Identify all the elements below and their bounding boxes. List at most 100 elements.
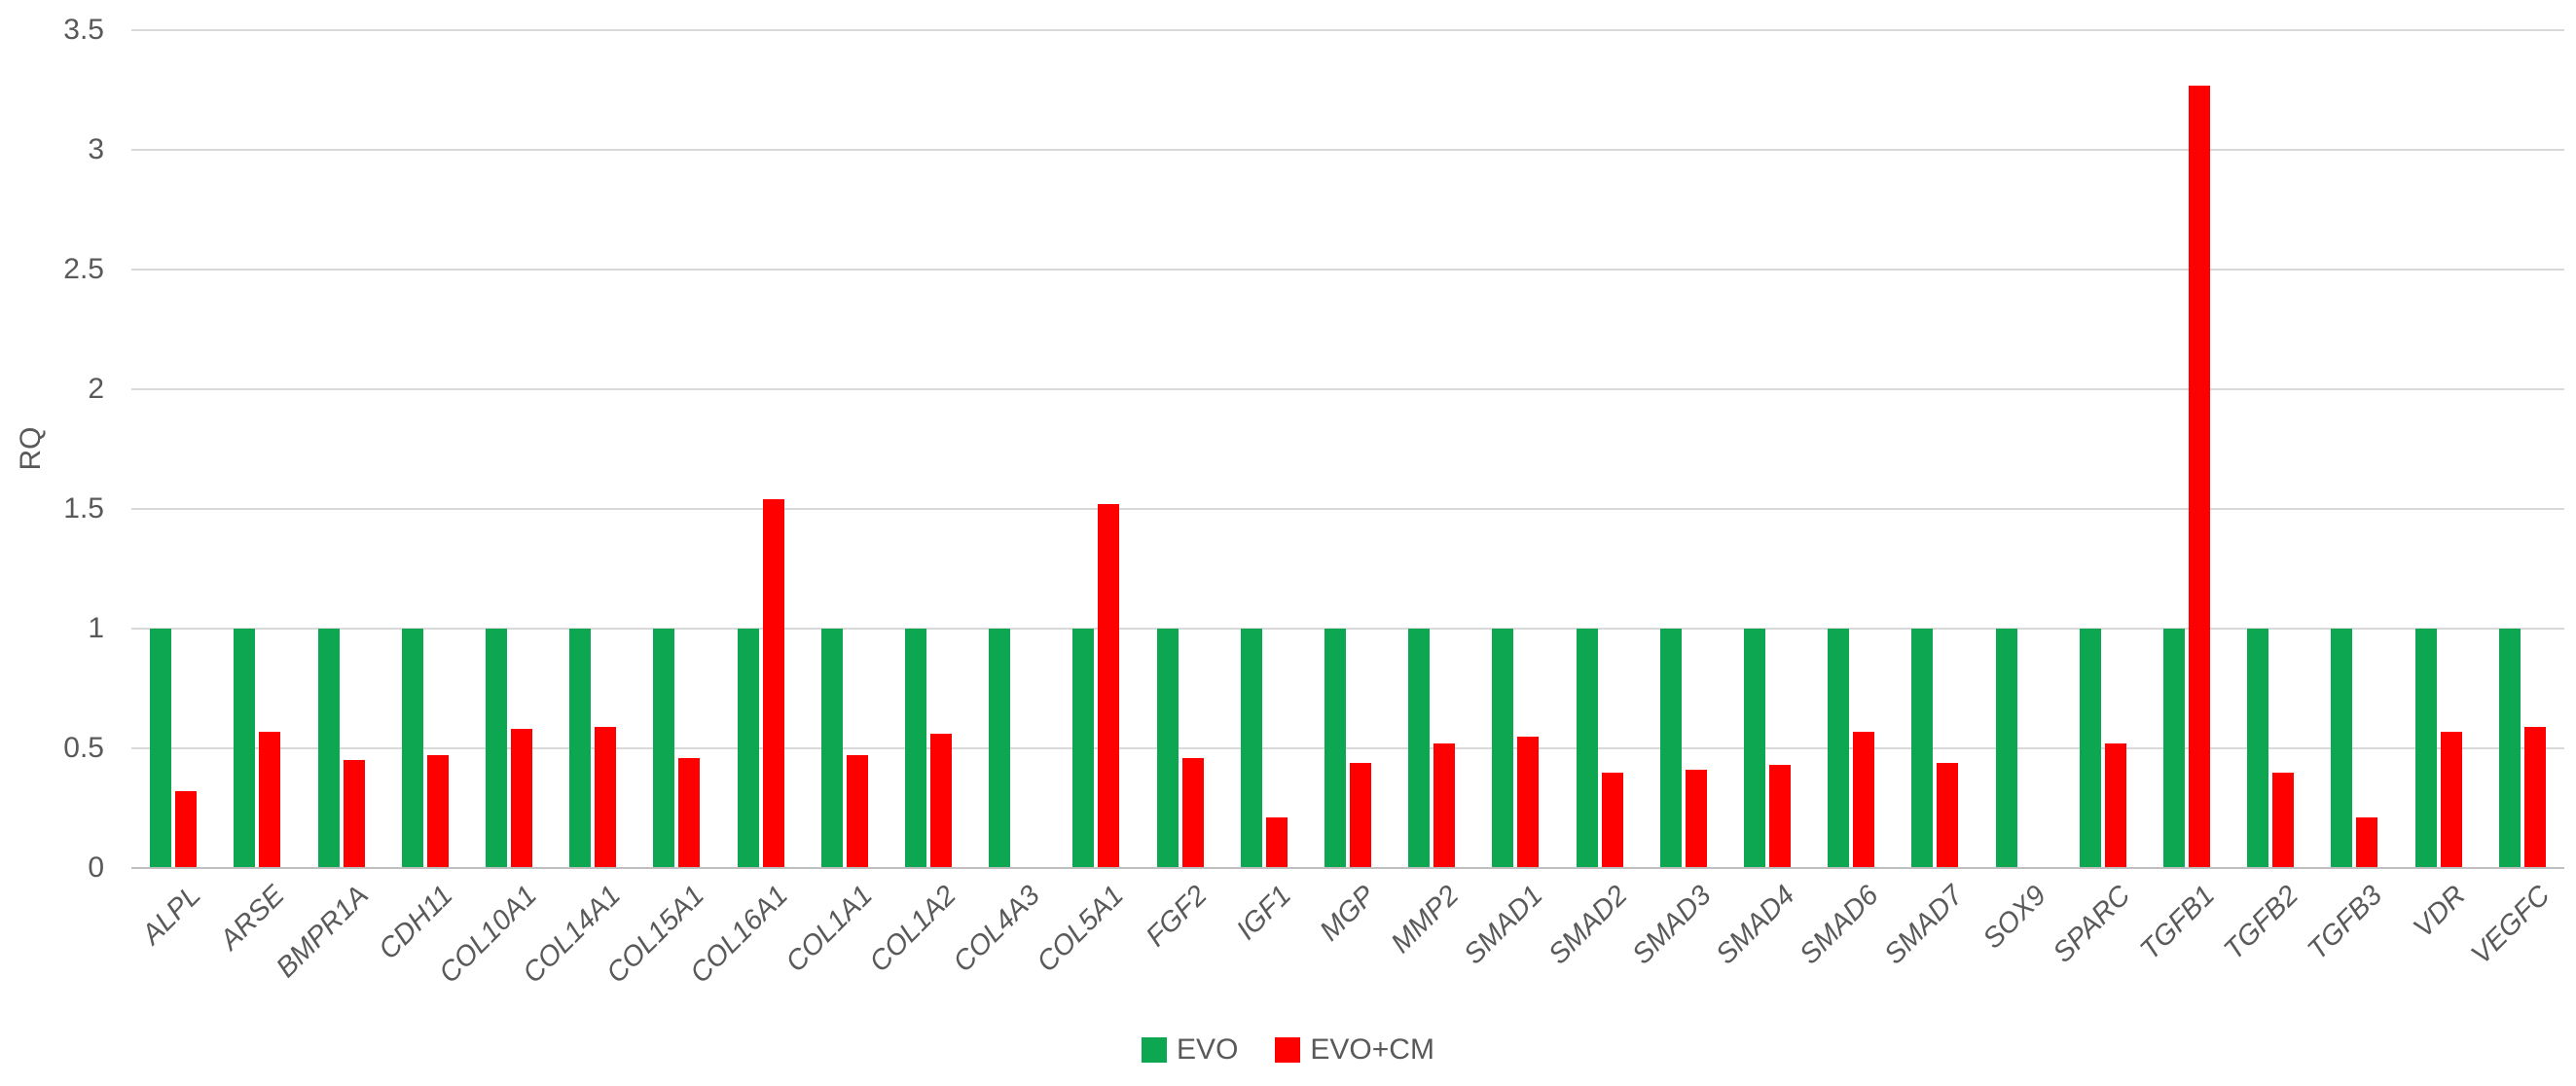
evo-cm-bar bbox=[1265, 817, 1288, 868]
bar-group bbox=[635, 30, 718, 868]
evo-bar bbox=[1659, 629, 1682, 868]
bar-group bbox=[2396, 30, 2480, 868]
bar-group bbox=[1893, 30, 1977, 868]
x-axis-label-text: SMAD2 bbox=[1542, 880, 1634, 971]
evo-cm-bar bbox=[343, 760, 365, 868]
legend-swatch bbox=[1142, 1037, 1168, 1063]
evo-cm-bar bbox=[2104, 743, 2126, 868]
x-axis-label-text: COL1A2 bbox=[863, 880, 962, 979]
evo-bar bbox=[1743, 629, 1765, 868]
evo-cm-bar bbox=[2356, 817, 2378, 868]
evo-bar bbox=[2162, 629, 2185, 868]
x-axis-label-text: COL5A1 bbox=[1031, 880, 1131, 979]
evo-bar bbox=[2331, 629, 2353, 868]
x-axis-label-text: FGF2 bbox=[1141, 880, 1215, 954]
evo-cm-bar bbox=[1768, 765, 1791, 868]
x-axis-label-text: TGFB2 bbox=[2218, 880, 2304, 966]
x-axis-label-text: SMAD1 bbox=[1458, 880, 1550, 971]
bar-group bbox=[551, 30, 635, 868]
evo-bar bbox=[653, 629, 675, 868]
bar-group bbox=[970, 30, 1054, 868]
evo-bar bbox=[989, 629, 1011, 868]
evo-bar bbox=[485, 629, 507, 868]
x-axis-label-text: SMAD3 bbox=[1626, 880, 1718, 971]
evo-cm-bar bbox=[1098, 504, 1120, 868]
evo-cm-bar bbox=[2440, 731, 2462, 868]
evo-cm-bar bbox=[1181, 757, 1204, 868]
x-axis-label-text: ARSE bbox=[214, 880, 291, 957]
evo-bar bbox=[401, 629, 423, 868]
evo-cm-bar bbox=[2523, 726, 2546, 868]
evo-cm-bar bbox=[1601, 772, 1623, 868]
x-axis-label-text: IGF1 bbox=[1231, 880, 1298, 947]
evo-cm-bar bbox=[1349, 762, 1371, 868]
bar-group bbox=[803, 30, 887, 868]
y-axis-title: RQ bbox=[15, 426, 47, 471]
evo-bar bbox=[1492, 629, 1514, 868]
bar-group bbox=[1557, 30, 1641, 868]
bar-group bbox=[718, 30, 802, 868]
gridline bbox=[131, 508, 2564, 510]
evo-bar bbox=[2247, 629, 2269, 868]
evo-cm-bar bbox=[1937, 762, 1959, 868]
evo-bar bbox=[2079, 629, 2101, 868]
bar-group bbox=[1725, 30, 1809, 868]
x-axis-label-text: BMPR1A bbox=[271, 880, 376, 984]
bar-group bbox=[2481, 30, 2564, 868]
x-axis-label-text: COL1A1 bbox=[780, 880, 879, 979]
evo-cm-bar bbox=[678, 757, 701, 868]
x-axis-label-text: SMAD6 bbox=[1794, 880, 1885, 971]
y-axis-tick-label: 3 bbox=[88, 133, 104, 165]
evo-bar bbox=[234, 629, 256, 868]
evo-bar bbox=[820, 629, 843, 868]
evo-cm-bar bbox=[595, 726, 617, 868]
bar-group bbox=[299, 30, 382, 868]
bar-group bbox=[1054, 30, 1138, 868]
evo-bar bbox=[1576, 629, 1598, 868]
legend-swatch bbox=[1275, 1037, 1301, 1063]
evo-bar bbox=[2414, 629, 2437, 868]
gridline bbox=[131, 269, 2564, 271]
evo-bar bbox=[317, 629, 340, 868]
x-axis-label-text: SOX9 bbox=[1977, 880, 2053, 956]
bar-group bbox=[1809, 30, 1893, 868]
x-axis-label-text: VDR bbox=[2408, 880, 2473, 944]
y-axis-tick-label: 2.5 bbox=[63, 253, 104, 285]
bar-group bbox=[1977, 30, 2060, 868]
evo-cm-bar bbox=[426, 755, 449, 868]
x-axis-label-text: SPARC bbox=[2047, 880, 2137, 969]
bar-group bbox=[2312, 30, 2396, 868]
evo-cm-bar bbox=[1517, 736, 1540, 868]
evo-cm-bar bbox=[846, 755, 868, 868]
evo-bar bbox=[1156, 629, 1179, 868]
bar-group bbox=[1306, 30, 1390, 868]
gridline bbox=[131, 628, 2564, 630]
evo-bar bbox=[1828, 629, 1850, 868]
evo-bar bbox=[1072, 629, 1095, 868]
evo-cm-bar bbox=[1853, 731, 1875, 868]
evo-bar bbox=[1995, 629, 2017, 868]
x-axis-label-text: MGP bbox=[1314, 880, 1382, 948]
bar-group bbox=[131, 30, 215, 868]
bar-group bbox=[2145, 30, 2229, 868]
evo-bar bbox=[150, 629, 172, 868]
bar-group bbox=[1642, 30, 1725, 868]
bar-group bbox=[1473, 30, 1557, 868]
bar-group bbox=[2229, 30, 2312, 868]
bars-container bbox=[131, 30, 2564, 868]
gridline bbox=[131, 29, 2564, 31]
x-axis-label-text: SMAD4 bbox=[1710, 880, 1801, 971]
y-axis-tick-label: 1 bbox=[88, 612, 104, 644]
gridline bbox=[131, 149, 2564, 151]
legend-label: EVO bbox=[1177, 1033, 1239, 1066]
evo-bar bbox=[569, 629, 592, 868]
bar-group bbox=[383, 30, 467, 868]
x-axis-label-text: TGFB1 bbox=[2133, 880, 2221, 966]
evo-bar bbox=[1324, 629, 1346, 868]
y-axis-tick-label: 1.5 bbox=[63, 492, 104, 525]
x-axis-line bbox=[131, 867, 2564, 869]
legend-item-evo-cm: EVO+CM bbox=[1275, 1033, 1434, 1067]
evo-cm-bar bbox=[762, 499, 784, 868]
x-axis-label-text: COL4A3 bbox=[947, 880, 1046, 979]
x-axis-label-text: ALPL bbox=[135, 880, 207, 951]
